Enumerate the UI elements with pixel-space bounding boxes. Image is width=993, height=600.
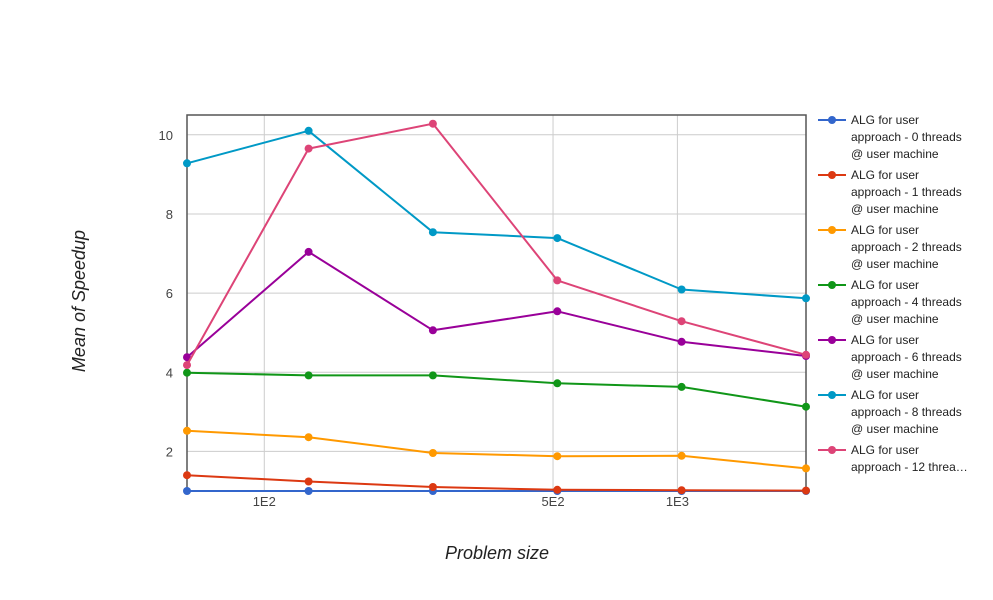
- data-point: [677, 285, 686, 294]
- series-line-4: [186, 250, 807, 358]
- series-line-1: [186, 474, 807, 492]
- y-tick-label: 4: [166, 365, 173, 380]
- legend-label[interactable]: ALG for user: [851, 333, 919, 347]
- legend-swatch-marker: [828, 446, 836, 454]
- series-line-3: [186, 371, 807, 408]
- legend-label[interactable]: ALG for user: [851, 223, 919, 237]
- legend-swatch-marker: [828, 281, 836, 289]
- legend-label[interactable]: approach - 12 threa…: [851, 460, 968, 474]
- plot-background: [187, 115, 806, 491]
- data-point: [183, 353, 191, 362]
- legend-label[interactable]: approach - 0 threads: [851, 130, 962, 144]
- legend-swatch-marker: [828, 171, 836, 179]
- y-tick-label: 8: [166, 207, 173, 222]
- legend-label[interactable]: approach - 4 threads: [851, 295, 962, 309]
- data-point: [677, 451, 686, 460]
- legend-label[interactable]: @ user machine: [851, 202, 939, 216]
- y-tick-labels: 2 4 6 8 10: [159, 128, 173, 460]
- data-point: [553, 485, 562, 494]
- data-point: [677, 317, 686, 326]
- series-line-5: [186, 129, 807, 300]
- legend-label[interactable]: @ user machine: [851, 257, 939, 271]
- x-axis-title: Problem size: [445, 543, 549, 563]
- data-point: [183, 426, 191, 435]
- data-point: [553, 452, 562, 461]
- legend-label[interactable]: ALG for user: [851, 443, 919, 457]
- series-line-2: [186, 429, 807, 470]
- y-tick-label: 6: [166, 286, 173, 301]
- legend-swatch-marker: [828, 391, 836, 399]
- data-point: [802, 350, 810, 359]
- legend-label[interactable]: @ user machine: [851, 422, 939, 436]
- data-point: [183, 361, 191, 370]
- legend-label[interactable]: @ user machine: [851, 367, 939, 381]
- y-tick-label: 10: [159, 128, 173, 143]
- data-point: [183, 471, 191, 480]
- data-point: [428, 119, 437, 128]
- legend[interactable]: ALG for user approach - 0 threads @ user m…: [818, 113, 968, 474]
- data-point: [183, 159, 191, 168]
- legend-swatch-marker: [828, 226, 836, 234]
- data-point: [802, 402, 810, 411]
- legend-label[interactable]: approach - 2 threads: [851, 240, 962, 254]
- y-tick-label: 2: [166, 444, 173, 459]
- data-point: [553, 307, 562, 316]
- data-point: [802, 294, 810, 303]
- data-point: [802, 464, 810, 473]
- legend-swatch-marker: [828, 116, 836, 124]
- legend-label[interactable]: ALG for user: [851, 278, 919, 292]
- series-group: [183, 119, 810, 495]
- data-point: [428, 228, 437, 237]
- legend-label[interactable]: approach - 8 threads: [851, 405, 962, 419]
- data-point: [428, 326, 437, 335]
- legend-label[interactable]: @ user machine: [851, 312, 939, 326]
- y-axis-title: Mean of Speedup: [69, 230, 89, 372]
- legend-swatch-marker: [828, 336, 836, 344]
- x-tick-label: 1E3: [666, 494, 689, 509]
- data-point: [677, 337, 686, 346]
- data-point: [428, 449, 437, 457]
- x-tick-labels: 1E2 5E2 1E3: [253, 494, 689, 509]
- data-point: [677, 486, 686, 495]
- data-point: [304, 247, 313, 256]
- data-point: [183, 487, 191, 495]
- data-point: [304, 433, 313, 442]
- data-point: [428, 483, 437, 491]
- data-point: [802, 486, 810, 495]
- legend-label[interactable]: ALG for user: [851, 388, 919, 402]
- data-point: [428, 371, 437, 380]
- legend-label[interactable]: approach - 1 threads: [851, 185, 962, 199]
- legend-label[interactable]: ALG for user: [851, 168, 919, 182]
- legend-label[interactable]: approach - 6 threads: [851, 350, 962, 364]
- data-point: [183, 368, 191, 377]
- data-point: [304, 371, 313, 380]
- x-tick-label: 5E2: [541, 494, 564, 509]
- x-tick-label: 1E2: [253, 494, 276, 509]
- data-point: [553, 234, 562, 243]
- data-point: [304, 144, 313, 153]
- data-point: [553, 379, 562, 388]
- data-point: [304, 126, 313, 135]
- data-point: [677, 382, 686, 391]
- data-point: [553, 276, 562, 285]
- legend-label[interactable]: ALG for user: [851, 113, 919, 127]
- data-point: [304, 487, 313, 495]
- series-line-6: [186, 122, 807, 366]
- legend-label[interactable]: @ user machine: [851, 147, 939, 161]
- data-point: [304, 477, 313, 486]
